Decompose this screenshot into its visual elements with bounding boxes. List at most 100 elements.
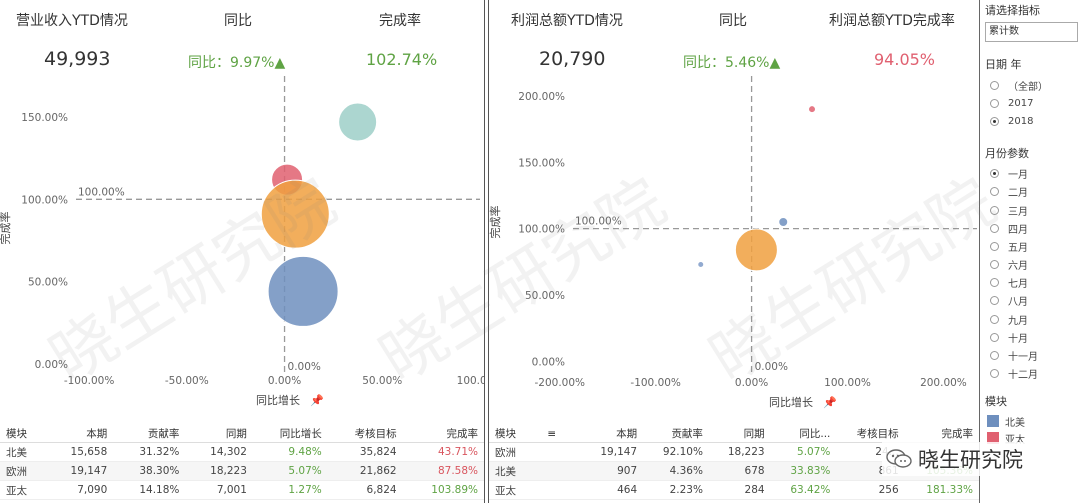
table-cell: 181.33% bbox=[904, 480, 979, 500]
revenue-yoy-value: 同比：9.97%▲ bbox=[188, 55, 286, 71]
legend-item[interactable]: 北美 bbox=[987, 413, 1080, 430]
x-tick-label: 100.00% bbox=[457, 375, 484, 387]
data-point bbox=[697, 260, 705, 268]
y-axis-title: 完成率 bbox=[489, 206, 502, 239]
legend-title: 模块 bbox=[985, 394, 1007, 408]
column-header[interactable]: 本期 bbox=[45, 424, 114, 443]
table-cell: 5.07% bbox=[252, 461, 328, 481]
x-tick-label: 100.00% bbox=[824, 377, 871, 389]
radio-icon[interactable] bbox=[990, 241, 999, 251]
column-header[interactable]: 完成率 bbox=[402, 424, 484, 443]
x-axis-title: 同比增长 bbox=[769, 395, 813, 409]
sort-icon[interactable]: ≡ bbox=[544, 427, 557, 440]
y-tick-label: 150.00% bbox=[21, 112, 68, 124]
year-option[interactable]: 2017 bbox=[990, 94, 1080, 112]
revenue-table: 模块 本期 贡献率 同期 同比增长 考核目标 完成率 北美 15,658 31.32% 14,30… bbox=[0, 424, 484, 500]
month-option-label: 八月 bbox=[1008, 297, 1028, 309]
table-cell: 欧洲 bbox=[489, 442, 582, 462]
month-option[interactable]: 四月 bbox=[990, 219, 1080, 237]
data-point bbox=[778, 217, 789, 228]
month-option-label: 九月 bbox=[1008, 315, 1028, 327]
radio-icon[interactable] bbox=[990, 205, 999, 215]
column-header[interactable]: 模块 ≡ bbox=[489, 424, 582, 443]
table-header-row: 模块 本期 贡献率 同期 同比增长 考核目标 完成率 bbox=[0, 424, 484, 443]
radio-icon[interactable] bbox=[990, 314, 999, 324]
data-point bbox=[338, 102, 378, 142]
month-option[interactable]: 十一月 bbox=[990, 346, 1080, 364]
month-option[interactable]: 十月 bbox=[990, 328, 1080, 346]
month-option[interactable]: 五月 bbox=[990, 237, 1080, 255]
column-header[interactable]: 本期 bbox=[581, 424, 644, 443]
column-header[interactable]: 考核目标 bbox=[327, 424, 403, 443]
month-option[interactable]: 八月 bbox=[990, 292, 1080, 310]
radio-icon[interactable] bbox=[990, 296, 999, 306]
column-header[interactable]: 模块 bbox=[0, 424, 46, 443]
month-option-label: 十一月 bbox=[1008, 352, 1038, 364]
table-row[interactable]: 亚太 464 2.23% 284 63.42% 256 181.33% bbox=[489, 480, 979, 500]
legend-item[interactable]: 亚太 bbox=[987, 430, 1080, 447]
radio-icon[interactable] bbox=[990, 169, 999, 179]
radio-icon[interactable] bbox=[990, 116, 999, 126]
table-cell: 103.89% bbox=[402, 480, 484, 500]
y-tick-label: 50.00% bbox=[525, 290, 565, 302]
column-header[interactable]: 同比... bbox=[770, 424, 837, 443]
x-tick-label: -200.00% bbox=[534, 377, 585, 389]
radio-icon[interactable] bbox=[990, 369, 999, 379]
column-header[interactable]: 贡献率 bbox=[643, 424, 709, 443]
month-option-label: 七月 bbox=[1008, 279, 1028, 291]
table-row[interactable]: 亚太 7,090 14.18% 7,001 1.27% 6,824 103.89% bbox=[0, 480, 484, 500]
table-row[interactable]: 欧洲 19,147 38.30% 18,223 5.07% 21,862 87.58% bbox=[0, 461, 484, 481]
column-header[interactable]: 贡献率 bbox=[113, 424, 186, 443]
profit-rate-header: 利润总额YTD完成率 bbox=[829, 13, 955, 29]
column-header[interactable]: 考核目标 bbox=[836, 424, 905, 443]
x-tick-label: -100.00% bbox=[64, 375, 115, 387]
column-header[interactable]: 完成率 bbox=[904, 424, 979, 443]
legend-swatch bbox=[987, 415, 999, 428]
x-tick-label: -100.00% bbox=[630, 377, 681, 389]
radio-icon[interactable] bbox=[990, 332, 999, 342]
column-header[interactable]: 同比增长 bbox=[252, 424, 328, 443]
month-option[interactable]: 三月 bbox=[990, 201, 1080, 219]
year-option[interactable]: 2018 bbox=[990, 112, 1080, 130]
table-cell: 35,824 bbox=[327, 442, 403, 462]
table-cell: 1.27% bbox=[252, 480, 328, 500]
table-cell: 15,658 bbox=[45, 442, 114, 462]
data-point bbox=[734, 228, 778, 272]
pin-icon: 📌 bbox=[310, 393, 324, 407]
profit-table: 模块 ≡ 本期 贡献率 同期 同比... 考核目标 完成率 欧洲 19,147 92.10% 18… bbox=[489, 424, 979, 500]
profit-title: 利润总额YTD情况 bbox=[511, 13, 623, 29]
profit-yoy-header: 同比 bbox=[719, 13, 747, 29]
x-tick-label: 0.00% bbox=[268, 375, 301, 387]
month-option-label: 三月 bbox=[1008, 206, 1028, 218]
revenue-panel: 营业收入YTD情况 同比 完成率 49,993 同比：9.97%▲ 102.74… bbox=[0, 0, 485, 503]
column-header[interactable]: 同期 bbox=[708, 424, 771, 443]
month-option[interactable]: 九月 bbox=[990, 310, 1080, 328]
color-legend: 北美 亚太 bbox=[981, 413, 1080, 447]
year-option[interactable]: （全部） bbox=[990, 76, 1080, 94]
radio-icon[interactable] bbox=[990, 351, 999, 361]
month-option[interactable]: 二月 bbox=[990, 183, 1080, 201]
revenue-scatter-chart[interactable]: 0.00% 50.00% 100.00% 150.00% -100.00% -50.00%… bbox=[0, 76, 484, 424]
table-row[interactable]: 北美 15,658 31.32% 14,302 9.48% 35,824 43.71% bbox=[0, 442, 484, 462]
table-row[interactable]: 欧洲19,14792.10%18,2235.07%24... bbox=[489, 442, 979, 462]
column-header[interactable]: 同期 bbox=[185, 424, 253, 443]
month-option[interactable]: 六月 bbox=[990, 256, 1080, 274]
radio-icon[interactable] bbox=[990, 187, 999, 197]
revenue-rate-value: 102.74% bbox=[366, 50, 438, 69]
month-option[interactable]: 一月 bbox=[990, 165, 1080, 183]
table-cell: 6,824 bbox=[327, 480, 403, 500]
month-option[interactable]: 十二月 bbox=[990, 365, 1080, 383]
profit-scatter-chart[interactable]: 0.00% 50.00% 100.00% 150.00% 200.00% -200.00%… bbox=[489, 76, 979, 424]
radio-icon[interactable] bbox=[990, 98, 999, 108]
radio-icon[interactable] bbox=[990, 278, 999, 288]
table-cell: 7,090 bbox=[45, 480, 114, 500]
radio-icon[interactable] bbox=[990, 223, 999, 233]
radio-icon[interactable] bbox=[990, 80, 999, 90]
data-point bbox=[267, 255, 339, 327]
metric-select[interactable]: 累计数 bbox=[985, 22, 1078, 42]
month-radio-group: 一月 二月三月 四月 五月 六月七月八月九月 十月十一月 十二月 bbox=[981, 165, 1080, 383]
month-option[interactable]: 七月 bbox=[990, 274, 1080, 292]
table-cell: 21,862 bbox=[327, 461, 403, 481]
radio-icon[interactable] bbox=[990, 260, 999, 270]
